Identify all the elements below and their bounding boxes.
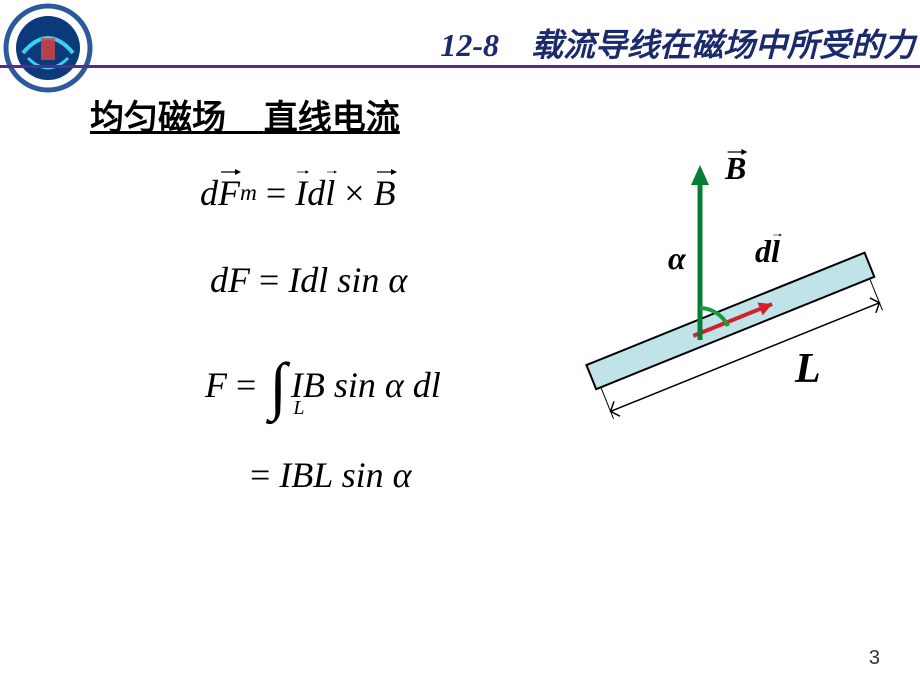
equation-4: = IBL sin α xyxy=(250,452,441,499)
subtitle-part1: 均匀磁场 xyxy=(90,99,226,137)
integral-symbol: ∫L xyxy=(269,344,287,427)
eq4-equals: = xyxy=(250,452,270,499)
label-dl: dl xyxy=(755,233,780,270)
eq3-equals: = xyxy=(236,362,256,409)
eq3-lhs: F xyxy=(205,362,227,409)
diagram: B dl α L xyxy=(560,140,900,460)
label-alpha: α xyxy=(668,240,686,277)
section-number: 12-8 xyxy=(440,27,499,63)
eq2-lhs: dF xyxy=(210,257,250,304)
eq1-B-vec: B xyxy=(374,170,396,217)
subtitle: 均匀磁场 直线电流 xyxy=(90,90,400,139)
university-logo xyxy=(3,3,93,93)
equation-3: F = ∫L IB sin α dl xyxy=(205,344,441,427)
label-B: B xyxy=(725,150,746,187)
eq2-equals: = xyxy=(259,257,279,304)
page-number: 3 xyxy=(869,647,880,670)
subtitle-part2: 直线电流 xyxy=(264,99,400,137)
eq1-d: d xyxy=(200,170,218,217)
eq3-rhs: IB sin α dl xyxy=(291,362,441,409)
eq2-rhs: Idl sin α xyxy=(288,257,407,304)
header-underline xyxy=(0,65,920,68)
eq1-I-vec: I xyxy=(295,170,307,217)
eq1-d2: d xyxy=(307,170,325,217)
section-title: 载流导线在磁场中所受的力 xyxy=(531,27,915,63)
slide-header: 12-8 载流导线在磁场中所受的力 xyxy=(440,20,915,66)
eq1-m-sub: m xyxy=(240,178,257,208)
label-L: L xyxy=(795,345,821,393)
eq1-cross: × xyxy=(344,170,364,217)
eq1-l-vec: l xyxy=(325,170,335,217)
equation-1: dFm = Idl × B xyxy=(200,170,441,217)
integral-sub: L xyxy=(293,395,304,421)
equation-2: dF = Idl sin α xyxy=(210,257,441,304)
equations-block: dFm = Idl × B dF = Idl sin α F = ∫L IB s… xyxy=(200,170,441,539)
eq1-equals: = xyxy=(266,170,286,217)
eq4-rhs: IBL sin α xyxy=(279,452,411,499)
eq1-F-vec: F xyxy=(218,170,240,217)
